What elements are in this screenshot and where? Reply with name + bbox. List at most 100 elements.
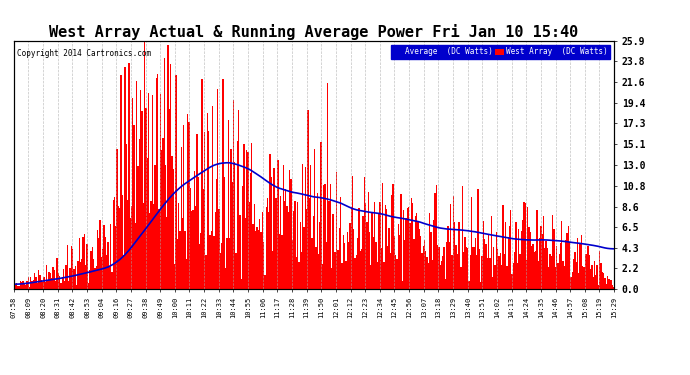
Bar [194, 171, 195, 289]
Bar [13, 284, 14, 289]
Bar [174, 264, 175, 289]
Bar [518, 229, 520, 289]
Bar [221, 243, 222, 289]
Bar [178, 202, 179, 289]
Bar [232, 182, 233, 289]
Bar [453, 196, 454, 289]
Bar [435, 185, 437, 289]
Bar [212, 106, 213, 289]
Bar [229, 238, 230, 289]
Bar [361, 249, 362, 289]
Bar [292, 240, 293, 289]
Bar [583, 267, 584, 289]
Bar [508, 237, 509, 289]
Bar [344, 243, 345, 289]
Bar [267, 198, 268, 289]
Bar [477, 189, 479, 289]
Bar [308, 198, 310, 289]
Bar [318, 254, 319, 289]
Bar [515, 222, 517, 289]
Bar [35, 277, 37, 289]
Bar [466, 247, 467, 289]
Bar [89, 270, 90, 289]
Bar [253, 224, 254, 289]
Bar [257, 230, 259, 289]
Bar [290, 179, 292, 289]
Bar [464, 237, 466, 289]
Bar [233, 100, 234, 289]
Bar [222, 79, 224, 289]
Bar [471, 196, 472, 289]
Bar [394, 236, 395, 289]
Bar [482, 256, 483, 289]
Bar [593, 277, 594, 289]
Bar [498, 256, 500, 289]
Bar [493, 247, 495, 289]
Bar [169, 109, 170, 289]
Bar [384, 206, 386, 289]
Bar [50, 273, 51, 289]
Bar [238, 110, 239, 289]
Bar [79, 238, 80, 289]
Bar [476, 255, 477, 289]
Bar [491, 216, 492, 289]
Bar [181, 147, 182, 289]
Bar [429, 213, 431, 289]
Bar [595, 274, 596, 289]
Bar [412, 202, 413, 289]
Bar [164, 58, 165, 289]
Bar [594, 261, 595, 289]
Bar [279, 234, 280, 289]
Bar [393, 184, 394, 289]
Bar [83, 234, 85, 289]
Bar [45, 282, 46, 289]
Bar [522, 220, 523, 289]
Bar [404, 240, 406, 289]
Bar [48, 272, 50, 289]
Bar [150, 201, 152, 289]
Bar [43, 277, 45, 289]
Bar [345, 261, 346, 289]
Bar [182, 218, 183, 289]
Bar [500, 253, 501, 289]
Bar [191, 211, 193, 289]
Bar [97, 230, 98, 289]
Bar [51, 278, 52, 289]
Bar [373, 237, 374, 289]
Bar [511, 274, 513, 289]
Bar [438, 247, 440, 289]
Bar [327, 83, 328, 289]
Bar [29, 286, 30, 289]
Bar [93, 260, 95, 289]
Title: West Array Actual & Running Average Power Fri Jan 10 15:40: West Array Actual & Running Average Powe… [49, 24, 579, 40]
Bar [299, 222, 301, 289]
Bar [139, 139, 140, 289]
Bar [88, 283, 89, 289]
Bar [527, 207, 529, 289]
Bar [546, 248, 548, 289]
Bar [531, 246, 533, 289]
Bar [270, 177, 272, 289]
Bar [207, 113, 208, 289]
Bar [599, 251, 600, 289]
Bar [75, 266, 76, 289]
Bar [556, 246, 558, 289]
Bar [136, 81, 137, 289]
Bar [115, 226, 117, 289]
Bar [544, 248, 545, 289]
Bar [153, 204, 155, 289]
Bar [591, 265, 593, 289]
Bar [246, 150, 247, 289]
Bar [580, 243, 581, 289]
Bar [348, 242, 349, 289]
Bar [501, 266, 502, 289]
Bar [135, 223, 136, 289]
Bar [589, 255, 590, 289]
Bar [365, 202, 366, 289]
Bar [297, 202, 298, 289]
Bar [140, 90, 141, 289]
Bar [357, 238, 358, 289]
Bar [539, 238, 540, 289]
Bar [59, 276, 60, 289]
Bar [425, 251, 426, 289]
